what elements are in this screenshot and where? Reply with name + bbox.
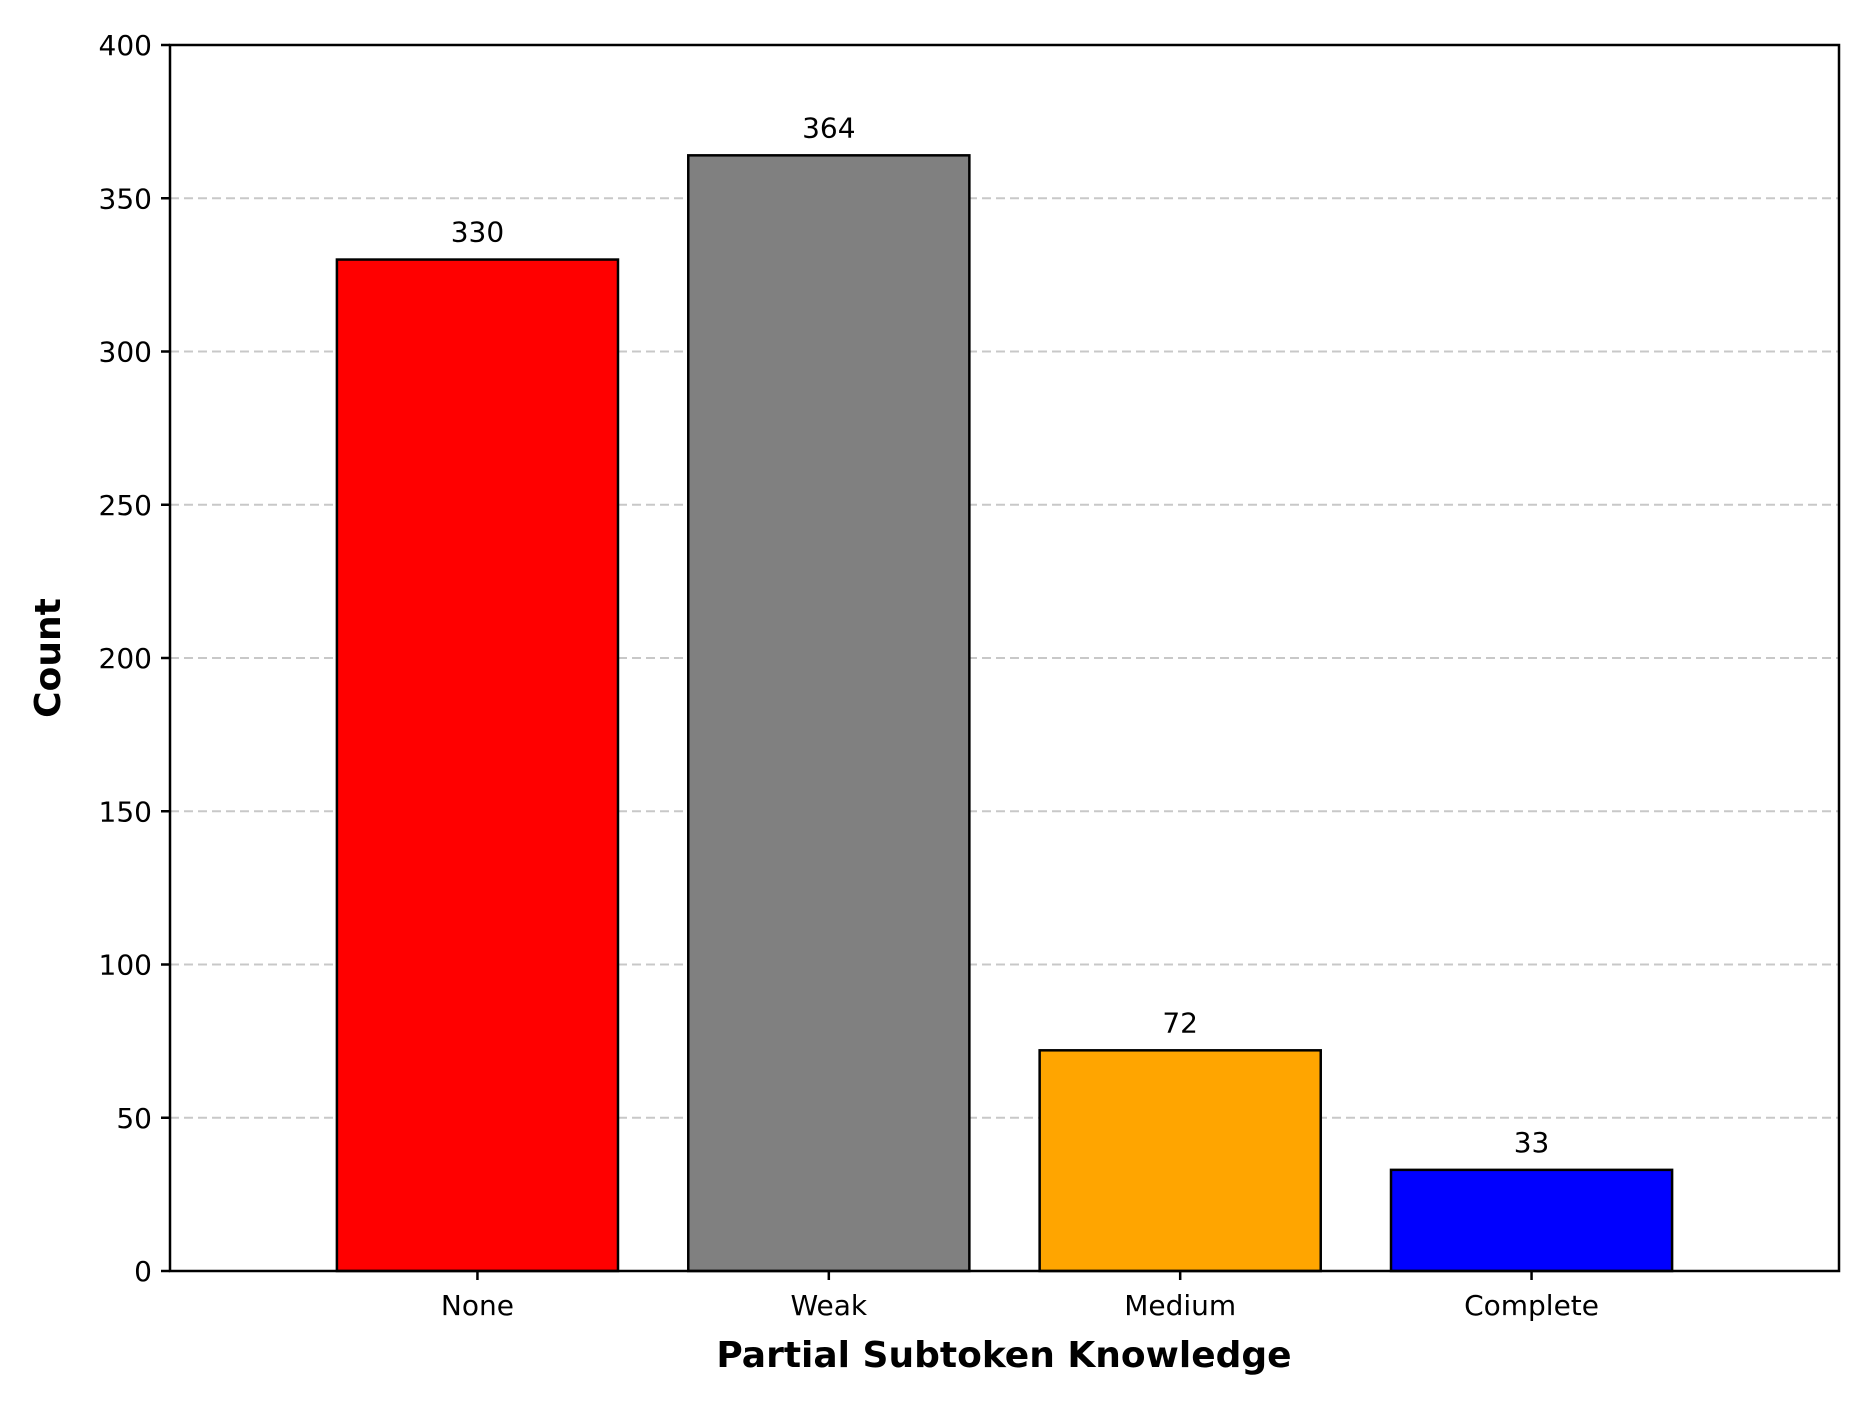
x-tick-label: None [441, 1289, 514, 1322]
bar-value-label: 364 [802, 111, 855, 144]
x-tick-label: Medium [1124, 1289, 1236, 1322]
bar-weak [687, 154, 971, 1273]
bar-complete [1389, 1168, 1674, 1273]
y-tick-label: 300 [99, 336, 152, 369]
x-tick-label: Weak [790, 1289, 867, 1322]
x-tick-label: Complete [1464, 1289, 1599, 1322]
x-axis-ticks: None Weak Medium Complete [441, 1271, 1599, 1322]
y-tick-label: 400 [99, 29, 152, 62]
bar-none [335, 258, 620, 1273]
bar-value-label: 330 [451, 216, 504, 249]
y-axis-title: Count [28, 598, 69, 718]
y-tick-label: 150 [99, 795, 152, 828]
bar-value-label: 33 [1514, 1126, 1550, 1159]
y-tick-label: 200 [99, 642, 152, 675]
y-tick-label: 0 [134, 1255, 152, 1288]
bar-value-label: 72 [1162, 1006, 1198, 1039]
y-tick-label: 100 [99, 949, 152, 982]
y-tick-label: 350 [99, 182, 152, 215]
value-labels: 330 364 72 33 [451, 111, 1550, 1159]
y-tick-label: 50 [116, 1102, 152, 1135]
bar-medium [1038, 1049, 1322, 1273]
y-tick-label: 250 [99, 489, 152, 522]
gridlines [170, 197, 1839, 1119]
x-axis-title: Partial Subtoken Knowledge [716, 1335, 1291, 1376]
bars [335, 154, 1674, 1273]
y-axis-ticks: 0 50 100 150 200 250 300 350 400 [99, 29, 170, 1288]
